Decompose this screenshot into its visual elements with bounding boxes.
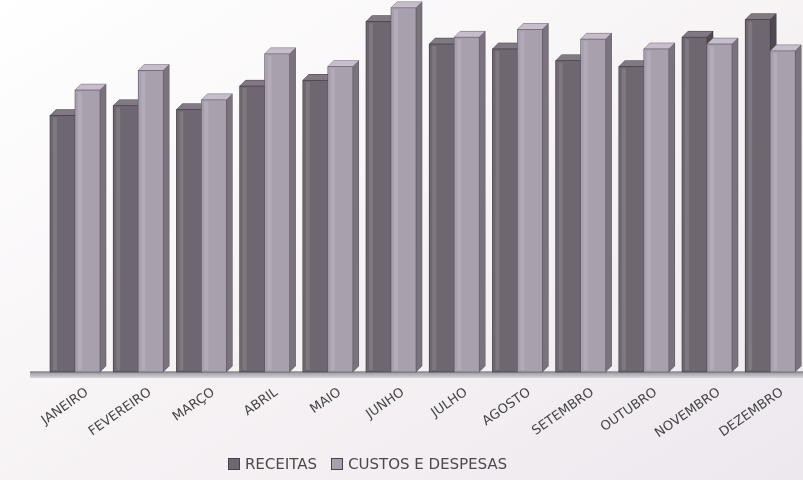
bar-custos-7 [516,22,550,373]
bar-custos-9 [643,42,676,373]
chart-floor [30,372,803,378]
bar-custos-10 [706,37,739,373]
legend-label-receitas: RECEITAS [245,455,318,473]
chart-legend: RECEITAS CUSTOS E DESPESAS [228,455,507,473]
bar-custos-8 [579,32,613,373]
bar-custos-6 [453,30,486,373]
bar-custos-2 [200,93,234,373]
legend-swatch-receitas [228,458,240,470]
bar-custos-1 [137,63,170,373]
legend-swatch-custos [331,458,344,470]
legend-entry-receitas: RECEITAS [228,455,317,473]
bar-custos-3 [263,47,297,373]
bar-custos-11 [769,44,802,373]
legend-entry-custos: CUSTOS E DESPESAS [331,455,507,473]
bar-custos-0 [74,83,107,373]
legend-label-custos: CUSTOS E DESPESAS [348,455,508,473]
bar-custos-5 [390,1,423,373]
bar-custos-4 [327,59,360,373]
